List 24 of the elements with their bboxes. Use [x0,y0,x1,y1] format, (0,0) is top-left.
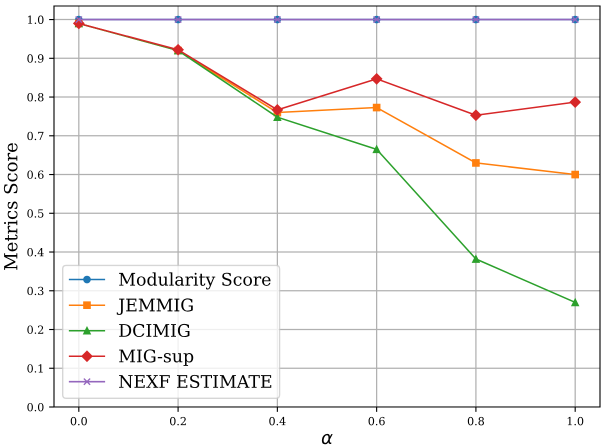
legend-label: Modularity Score [119,272,271,290]
y-tick-label: 0.1 [27,364,43,373]
legend-label: JEMMIG [116,298,193,315]
x-axis-title: α [322,434,333,444]
y-tick-label: 0.2 [27,325,44,334]
x-tick-label: 0.0 [70,416,87,426]
x-tick-label: 0.6 [368,416,385,426]
y-tick-label: 0.0 [27,402,44,412]
y-tick-label: 0.8 [27,93,44,102]
legend-label: MIG-sup [119,349,194,366]
y-tick-label: 0.9 [27,54,44,63]
legend-label: DCIMIG [119,324,190,338]
y-tick-label: 0.6 [27,170,44,179]
y-axis-title: Metrics Score [4,143,18,270]
y-tick-label: 0.7 [27,132,44,140]
y-tick-label: 0.4 [27,248,44,256]
y-tick-label: 0.3 [27,286,44,296]
y-tick-label: 0.5 [27,209,44,218]
x-tick-label: 0.4 [269,416,286,426]
x-tick-label: 0.8 [468,416,484,426]
y-tick-label: 1.0 [28,16,44,24]
x-tick-label: 1.0 [568,416,584,426]
x-tick-label: 0.2 [170,416,186,426]
legend-label: NEXF ESTIMATE [119,374,272,388]
